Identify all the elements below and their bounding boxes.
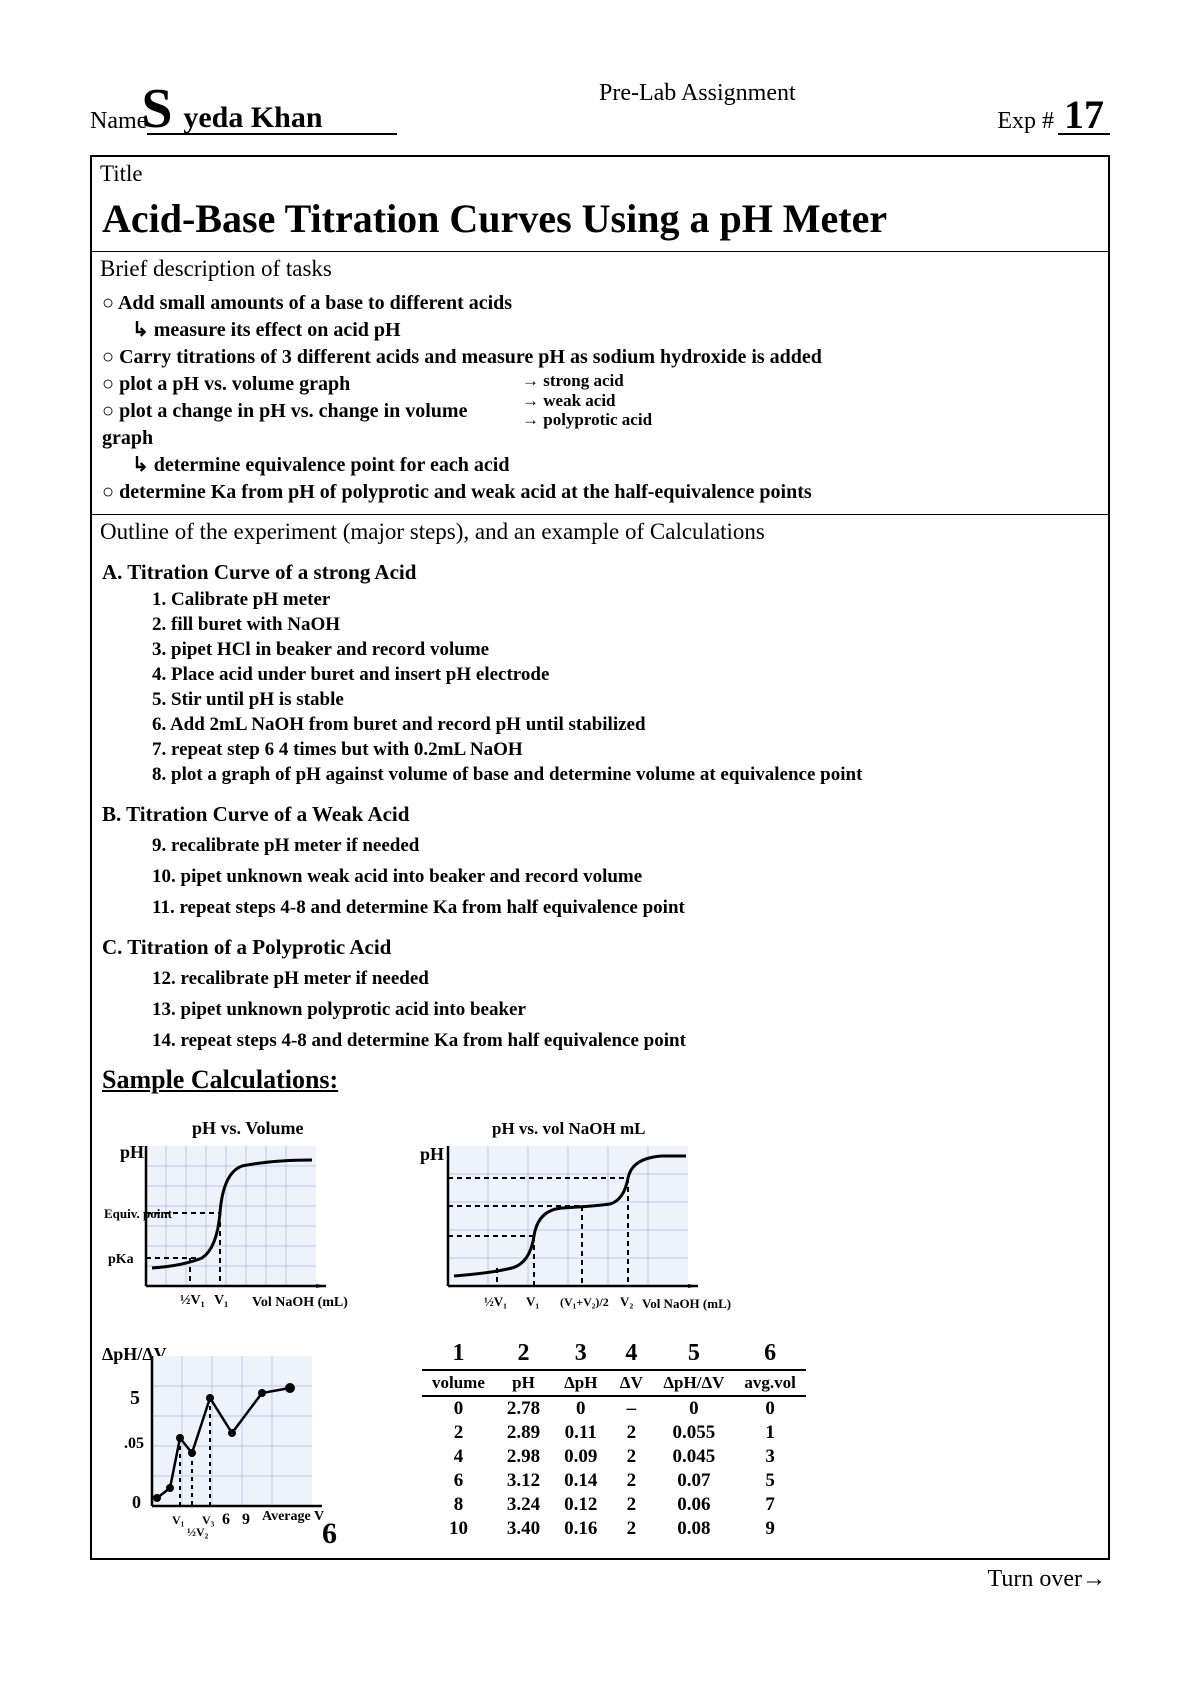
step: 9. recalibrate pH meter if needed (102, 833, 1098, 858)
brief-line: ○ Add small amounts of a base to differe… (102, 290, 1098, 317)
chart2-xtick1: ½V₁ (484, 1294, 507, 1309)
th: 1 (422, 1338, 495, 1370)
th: 6 (734, 1338, 805, 1370)
table-row: 83.240.1220.067 (422, 1493, 806, 1517)
table-row: 103.400.1620.089 (422, 1517, 806, 1541)
name-written: yeda Khan (183, 101, 322, 135)
chart2-ylabel: pH (420, 1144, 444, 1164)
th: volume (422, 1370, 495, 1396)
chart3-num6: 6 (322, 1517, 337, 1548)
chart3-xtick-v1: V₁ (172, 1513, 185, 1527)
chart-dph-dv: ΔpH/ΔV 5 .05 0 V₁ ½V₂ V (102, 1338, 392, 1548)
step: 13. pipet unknown polyprotic acid into b… (102, 997, 1098, 1022)
svg-text:6: 6 (222, 1511, 230, 1528)
chart2-xtick4: V₂ (620, 1294, 633, 1309)
brief-block: ○ Add small amounts of a base to differe… (92, 286, 1108, 514)
chart1-equiv-label: Equiv. point (104, 1206, 173, 1221)
table-row: 63.120.1420.075 (422, 1469, 806, 1493)
table-row: 42.980.0920.0453 (422, 1445, 806, 1469)
pre-lab-title: Pre-Lab Assignment (407, 80, 987, 107)
chart1-title: pH vs. Volume (192, 1118, 304, 1138)
brief-line: ○ Carry titrations of 3 different acids … (102, 344, 1098, 371)
section-b-head: B. Titration Curve of a Weak Acid (102, 801, 1098, 829)
th: 5 (653, 1338, 734, 1370)
table-row: 22.890.1120.0551 (422, 1421, 806, 1445)
step: 3. pipet HCl in beaker and record volume (102, 637, 1098, 662)
chart3-ytick0: 0 (132, 1492, 141, 1512)
step: 2. fill buret with NaOH (102, 612, 1098, 637)
svg-text:9: 9 (242, 1511, 250, 1528)
turn-over: Turn over→ (90, 1560, 1110, 1593)
section-a-head: A. Titration Curve of a strong Acid (102, 559, 1098, 587)
step: 6. Add 2mL NaOH from buret and record pH… (102, 712, 1098, 737)
th: avg.vol (734, 1370, 805, 1396)
data-table: 1 2 3 4 5 6 volume pH ΔpH ΔV ΔpH/ΔV avg.… (422, 1338, 806, 1541)
chart3-xtick-v2: ½V₂ (187, 1525, 209, 1539)
chart1-xtick1: ½V₁ (180, 1293, 205, 1308)
brief-label: Brief description of tasks (92, 252, 1108, 286)
brief-line: ↳ determine equivalence point for each a… (102, 452, 1098, 479)
th: pH (495, 1370, 552, 1396)
th: 2 (495, 1338, 552, 1370)
brief-line: ↳ measure its effect on acid pH (102, 317, 1098, 344)
name-label: Name (90, 108, 147, 135)
step: 8. plot a graph of pH against volume of … (102, 762, 1098, 787)
chart3-ytick5: 5 (130, 1387, 140, 1409)
name-block: Name S yeda Khan (90, 95, 397, 135)
chart2-xlabel: Vol NaOH (mL) (642, 1296, 731, 1311)
table-head-top: 1 2 3 4 5 6 (422, 1338, 806, 1370)
step: 5. Stir until pH is stable (102, 687, 1098, 712)
name-initial: S (141, 77, 172, 141)
chart-ph-vs-vol-diprotic: pH vs. vol NaOH mL pH ½V₁ (402, 1118, 742, 1328)
exp-block: Exp # 17 (997, 97, 1110, 135)
title-section-label: Title (92, 157, 1108, 191)
table-row: 02.780–00 (422, 1396, 806, 1421)
outline-label: Outline of the experiment (major steps),… (92, 515, 1108, 549)
brief-line: ○ determine Ka from pH of polyprotic and… (102, 479, 1098, 506)
chart1-ylabel: pH (120, 1142, 144, 1162)
exp-number: 17 (1058, 97, 1110, 135)
th: ΔpH/ΔV (653, 1370, 734, 1396)
chart1-pka-label: pKa (108, 1252, 134, 1267)
step: 14. repeat steps 4-8 and determine Ka fr… (102, 1028, 1098, 1053)
chart2-xtick2: V₁ (526, 1294, 539, 1309)
chart3-ytick05: .05 (124, 1435, 144, 1452)
step: 4. Place acid under buret and insert pH … (102, 662, 1098, 687)
main-box: Title Acid-Base Titration Curves Using a… (90, 155, 1110, 1560)
chart3-xtick-v3: V₃ (202, 1513, 215, 1527)
brief-line: ○ plot a change in pH vs. change in volu… (102, 398, 522, 452)
brief-line: ○ plot a pH vs. volume graph (102, 371, 522, 398)
outline-block: A. Titration Curve of a strong Acid 1. C… (92, 549, 1108, 1108)
sample-calc-head: Sample Calculations: (102, 1063, 1098, 1097)
chart3-xlabel: Average V (262, 1509, 324, 1524)
chart-ph-vs-volume: pH vs. Volume pH Equiv. point (102, 1118, 382, 1328)
figures-row-2: ΔpH/ΔV 5 .05 0 V₁ ½V₂ V (92, 1338, 1108, 1558)
experiment-title: Acid-Base Titration Curves Using a pH Me… (92, 191, 1108, 251)
arrow-poly: → polyprotic acid (522, 410, 652, 430)
section-c-head: C. Titration of a Polyprotic Acid (102, 934, 1098, 962)
arrow-weak: → weak acid (522, 391, 652, 411)
chart1-xlabel: Vol NaOH (mL) (252, 1295, 348, 1310)
arrow-strong: → strong acid (522, 371, 652, 391)
th: 4 (609, 1338, 653, 1370)
exp-label: Exp # (997, 108, 1054, 135)
chart1-xtick2: V₁ (214, 1293, 228, 1308)
step: 1. Calibrate pH meter (102, 587, 1098, 612)
header-row: Name S yeda Khan Pre-Lab Assignment Exp … (90, 80, 1110, 135)
chart2-title: pH vs. vol NaOH mL (492, 1119, 646, 1138)
table-head-sub: volume pH ΔpH ΔV ΔpH/ΔV avg.vol (422, 1370, 806, 1396)
step: 7. repeat step 6 4 times but with 0.2mL … (102, 737, 1098, 762)
figures-row-1: pH vs. Volume pH Equiv. point (92, 1108, 1108, 1338)
name-underline: S yeda Khan (147, 95, 397, 135)
step: 12. recalibrate pH meter if needed (102, 966, 1098, 991)
th: ΔpH (552, 1370, 609, 1396)
chart2-xtick3: (V₁+V₂)/2 (560, 1295, 609, 1309)
th: ΔV (609, 1370, 653, 1396)
th: 3 (552, 1338, 609, 1370)
step: 11. repeat steps 4-8 and determine Ka fr… (102, 895, 1098, 920)
step: 10. pipet unknown weak acid into beaker … (102, 864, 1098, 889)
